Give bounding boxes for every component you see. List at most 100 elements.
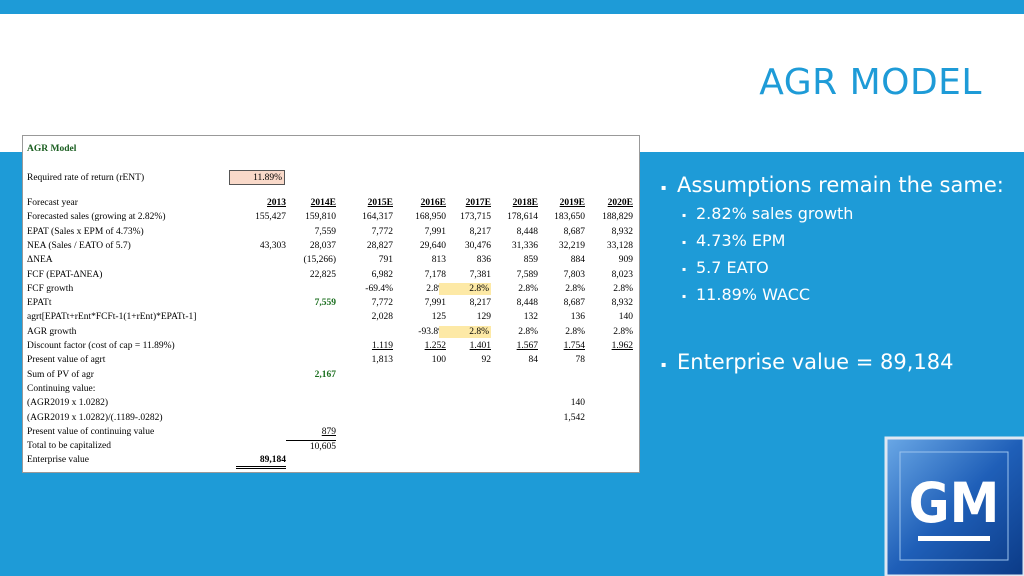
row-label: Present value of agrt (27, 355, 106, 366)
table-cell: 6,982 (371, 269, 393, 280)
table-cell: 164,317 (362, 212, 393, 223)
table-cell: 8,023 (611, 269, 633, 280)
table-cell: 7,381 (469, 269, 491, 280)
row-label: Sum of PV of agr (27, 369, 94, 380)
column-header: 2015E (367, 198, 393, 208)
table-cell: 2.8% (613, 283, 633, 294)
table-cell: 8,687 (563, 226, 585, 237)
bullet: Assumptions remain the same: (661, 173, 1004, 197)
table-cell: 8,932 (611, 226, 633, 237)
table-cell: 183,650 (554, 212, 585, 223)
row-label: NEA (Sales / EATO of 5.7) (27, 240, 131, 251)
svg-text:GM: GM (909, 472, 1000, 536)
table-cell: 155,427 (255, 212, 286, 223)
table-cell: 2.8% (518, 283, 538, 294)
table-cell: 2.8% (439, 325, 491, 338)
table-cell: 32,219 (558, 240, 585, 251)
column-header: 2016E (420, 198, 446, 208)
table-cell: (15,266) (303, 255, 336, 266)
column-header: 2020E (607, 198, 633, 208)
table-cell: 884 (570, 255, 585, 266)
table-cell: 29,640 (419, 240, 446, 251)
table-cell: 8,217 (469, 298, 491, 309)
table-cell: 7,803 (563, 269, 585, 280)
row-label: Present value of continuing value (27, 426, 155, 437)
table-cell: 2.8% (426, 283, 446, 294)
header-band (0, 14, 1024, 152)
table-cell: 22,825 (309, 269, 336, 280)
row-label: Forecast year (27, 198, 78, 208)
table-cell: 7,772 (371, 226, 393, 237)
row-label: FCF growth (27, 283, 74, 294)
sub-bullet: 2.82% sales growth (682, 204, 853, 223)
table-cell: 43,303 (259, 240, 286, 251)
table-cell: 813 (431, 255, 446, 266)
table-cell: 89,184 (236, 454, 286, 470)
table-cell: 2.8% (565, 326, 585, 337)
table-cell: 2,028 (371, 312, 393, 323)
table-cell: 10,605 (286, 440, 336, 453)
table-cell: 8,448 (516, 298, 538, 309)
row-label: EPATt (27, 298, 52, 309)
row-label: FCF (EPAT-ΔNEA) (27, 269, 103, 280)
table-title: AGR Model (27, 144, 77, 154)
table-cell: 168,950 (415, 212, 446, 223)
column-header: 2018E (512, 198, 538, 208)
table-cell: 859 (523, 255, 538, 266)
sub-bullet: 4.73% EPM (682, 231, 786, 250)
table-cell: 2,167 (314, 369, 336, 380)
row-label: ΔNEA (27, 255, 53, 266)
table-cell: 30,476 (464, 240, 491, 251)
table-cell: 1.567 (516, 341, 538, 351)
table-cell: 8,448 (516, 226, 538, 237)
table-cell: 173,715 (460, 212, 491, 223)
table-cell: 879 (321, 426, 336, 437)
table-cell: -93.8% (418, 326, 446, 337)
table-cell: 7,772 (371, 298, 393, 309)
column-header: 2014E (310, 198, 336, 208)
table-cell: 1,813 (371, 355, 393, 366)
table-cell: 8,687 (563, 298, 585, 309)
table-cell: 140 (570, 398, 585, 409)
table-cell: 1.962 (611, 341, 633, 351)
sub-bullet: 5.7 EATO (682, 258, 769, 277)
gm-logo: GM (884, 436, 1024, 576)
table-cell: 836 (476, 255, 491, 266)
table-cell: 2.8% (565, 283, 585, 294)
table-cell: 159,810 (305, 212, 336, 223)
column-header: 2013 (267, 198, 286, 208)
table-cell: 7,589 (516, 269, 538, 280)
row-label: Required rate of return (rENT) (27, 173, 145, 183)
table-cell: 84 (528, 355, 539, 366)
table-cell: 140 (618, 312, 633, 323)
sub-bullet: 11.89% WACC (682, 285, 810, 304)
row-label: Forecasted sales (growing at 2.82%) (27, 212, 166, 223)
table-cell: 28,037 (309, 240, 336, 251)
row-label: Continuing value: (27, 383, 96, 394)
table-cell: 1.252 (424, 341, 446, 351)
column-header: 2017E (465, 198, 491, 208)
table-cell: 31,336 (511, 240, 538, 251)
table-cell: 7,178 (424, 269, 446, 280)
row-label: (AGR2019 x 1.0282)/(.1189-.0282) (27, 412, 163, 423)
table-cell: 1.119 (371, 341, 393, 351)
table-cell: 8,217 (469, 226, 491, 237)
table-cell: 136 (570, 312, 585, 323)
table-cell: 909 (618, 255, 633, 266)
table-cell: 178,614 (507, 212, 538, 223)
table-cell: 33,128 (606, 240, 633, 251)
table-cell: 2.8% (518, 326, 538, 337)
table-cell: 7,991 (424, 298, 446, 309)
row-label: Total to be capitalized (27, 441, 112, 452)
table-cell: 8,932 (611, 298, 633, 309)
table-cell: 7,991 (424, 226, 446, 237)
table-cell: 1.754 (563, 341, 585, 351)
required-value: 11.89% (229, 170, 285, 185)
table-cell: 1.401 (469, 341, 491, 351)
row-label: agrt[EPATt+rEnt*FCFt-1(1+rEnt)*EPATt-1] (27, 312, 197, 323)
table-cell: 92 (481, 355, 492, 366)
row-label: Enterprise value (27, 455, 89, 466)
table-cell: 129 (476, 312, 491, 323)
table-cell: 188,829 (602, 212, 633, 223)
